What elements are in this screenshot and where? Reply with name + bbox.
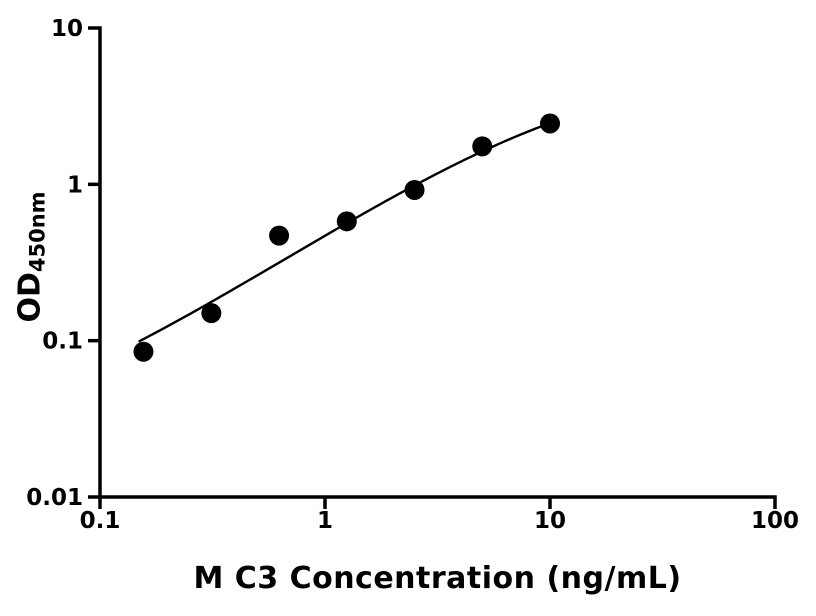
y-axis-tick-label: 10	[51, 16, 83, 42]
data-point	[472, 136, 493, 157]
x-axis-title: M C3 Concentration (ng/mL)	[193, 561, 682, 596]
data-point	[201, 303, 222, 324]
x-axis-tick-label: 100	[751, 508, 799, 534]
fit-curve	[138, 121, 552, 343]
y-axis-title-main: OD	[12, 272, 48, 323]
y-axis-title-subscript: 450nm	[25, 191, 50, 273]
data-point	[336, 211, 357, 232]
data-point	[133, 341, 154, 362]
x-axis-tick-label: 0.1	[80, 508, 121, 534]
x-axis-tick-label: 1	[317, 508, 333, 534]
data-point	[540, 113, 560, 134]
data-point	[269, 225, 290, 246]
data-point	[404, 179, 425, 200]
x-axis-tick-label: 10	[534, 508, 566, 534]
y-axis-title: OD450nm	[12, 191, 50, 323]
y-axis-tick-label: 0.1	[42, 329, 83, 355]
y-axis-tick-label: 1	[67, 172, 83, 198]
y-axis-tick-label: 0.01	[26, 485, 83, 511]
axis-spines	[98, 26, 777, 499]
